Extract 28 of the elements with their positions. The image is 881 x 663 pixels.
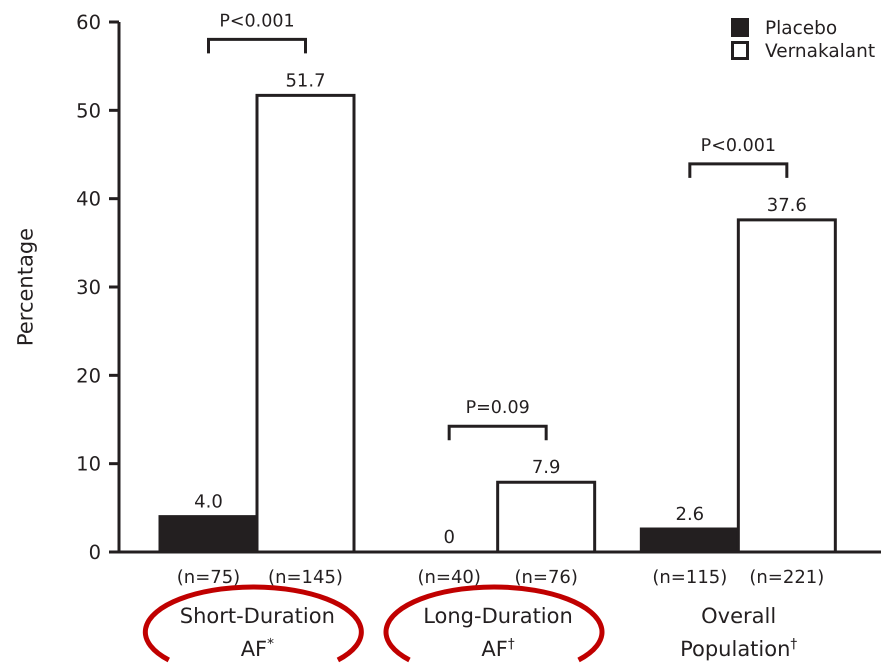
y-tick-label: 60 (76, 10, 101, 34)
x-tick-label: Long-Duration AF$^{†}$ (423, 604, 573, 661)
x-tick-label: Overall Population$^{†}$ (680, 604, 798, 661)
legend-label: Vernakalant (765, 41, 876, 62)
data-label: 37.6 (766, 194, 807, 216)
y-tick-label: 0 (88, 540, 101, 564)
annotation: P<0.001 (219, 11, 295, 32)
y-axis-title: Percentage (13, 228, 38, 346)
legend-label: Placebo (765, 18, 838, 39)
y-tick-label: 20 (76, 364, 101, 388)
y-tick-label: 40 (76, 188, 101, 211)
data-label: 0 (443, 527, 455, 548)
data-label: 51.7 (285, 70, 326, 92)
x-tick-label: Short-Duration AF$^{*}$ (180, 604, 335, 661)
text: (n=40) (417, 567, 481, 588)
y-tick-label: 50 (76, 99, 101, 122)
annotation: P<0.001 (700, 136, 776, 156)
text: (n=115) (652, 567, 728, 588)
text: (n=145) (268, 567, 343, 588)
y-tick-label: 10 (76, 452, 101, 476)
annotation: P=0.09 (466, 398, 530, 418)
text: (n=221) (749, 567, 824, 588)
data-label: 2.6 (676, 504, 704, 526)
text: (n=76) (514, 567, 578, 588)
text: (n=75) (176, 567, 240, 588)
data-label: 7.9 (532, 457, 560, 478)
data-label: 4.0 (194, 492, 223, 513)
y-tick-label: 30 (76, 276, 101, 299)
